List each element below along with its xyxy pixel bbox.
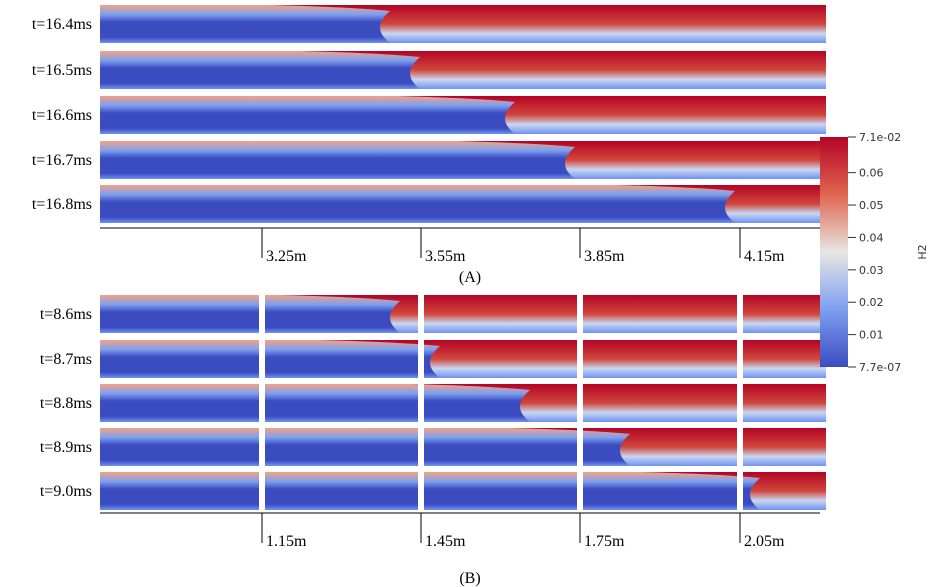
colorbar-tick-label: 0.01	[859, 329, 884, 342]
obstacle	[418, 340, 424, 378]
obstacle	[737, 428, 743, 466]
time-label: t=16.5ms	[32, 62, 92, 79]
colorbar-tick-label: 0.06	[859, 167, 884, 180]
time-label: t=16.7ms	[32, 152, 92, 169]
obstacle	[577, 472, 583, 510]
strip-cold	[100, 340, 440, 378]
time-label: t=16.8ms	[32, 196, 92, 213]
obstacle	[577, 384, 583, 422]
strip-cold	[100, 185, 735, 223]
time-label: t=9.0ms	[40, 483, 92, 500]
colorbar-tick-label: 0.04	[859, 231, 884, 244]
obstacle	[737, 472, 743, 510]
strip-cold	[100, 472, 760, 510]
time-label: t=8.7ms	[40, 351, 92, 368]
time-label: t=8.9ms	[40, 439, 92, 456]
strip-cold	[100, 295, 400, 333]
colorbar-tick-label: 0.05	[859, 199, 884, 212]
position-label: 1.75m	[584, 533, 625, 550]
obstacle	[259, 295, 265, 333]
position-label: 2.05m	[744, 533, 785, 550]
strip-cold	[100, 141, 575, 179]
obstacle	[259, 340, 265, 378]
obstacle	[737, 340, 743, 378]
obstacle	[418, 295, 424, 333]
obstacle	[577, 295, 583, 333]
position-label: 3.85m	[584, 248, 625, 265]
caption: (A)	[459, 269, 481, 286]
obstacle	[259, 428, 265, 466]
strip-cold	[100, 428, 630, 466]
position-label: 1.15m	[266, 533, 307, 550]
obstacle	[577, 428, 583, 466]
obstacle	[418, 428, 424, 466]
position-label: 3.55m	[425, 248, 466, 265]
obstacle	[577, 340, 583, 378]
obstacle	[418, 472, 424, 510]
position-label: 1.45m	[425, 533, 466, 550]
colorbar	[820, 137, 848, 367]
colorbar-tick-label: 7.7e-07	[859, 361, 901, 374]
position-label: 4.15m	[744, 248, 785, 265]
strip-cold	[100, 51, 420, 89]
time-label: t=8.6ms	[40, 306, 92, 323]
strip-cold	[100, 96, 515, 134]
strip-cold	[100, 5, 390, 43]
figure: H2 (A) (B) t=16.4ms t=16.5ms t=16.6ms t=16.…	[0, 0, 930, 587]
caption: (B)	[459, 570, 480, 587]
strip-cold	[100, 384, 530, 422]
colorbar-tick-label: 0.03	[859, 264, 884, 277]
time-label: t=16.4ms	[32, 16, 92, 33]
obstacle	[259, 384, 265, 422]
time-label: t=16.6ms	[32, 107, 92, 124]
obstacle	[737, 295, 743, 333]
obstacle	[418, 384, 424, 422]
time-label: t=8.8ms	[40, 395, 92, 412]
colorbar-tick-label: 0.02	[859, 296, 884, 309]
colorbar-tick-label: 7.1e-02	[859, 131, 901, 144]
colorbar-title: H2	[916, 244, 929, 259]
obstacle	[737, 384, 743, 422]
position-label: 3.25m	[266, 248, 307, 265]
obstacle	[259, 472, 265, 510]
